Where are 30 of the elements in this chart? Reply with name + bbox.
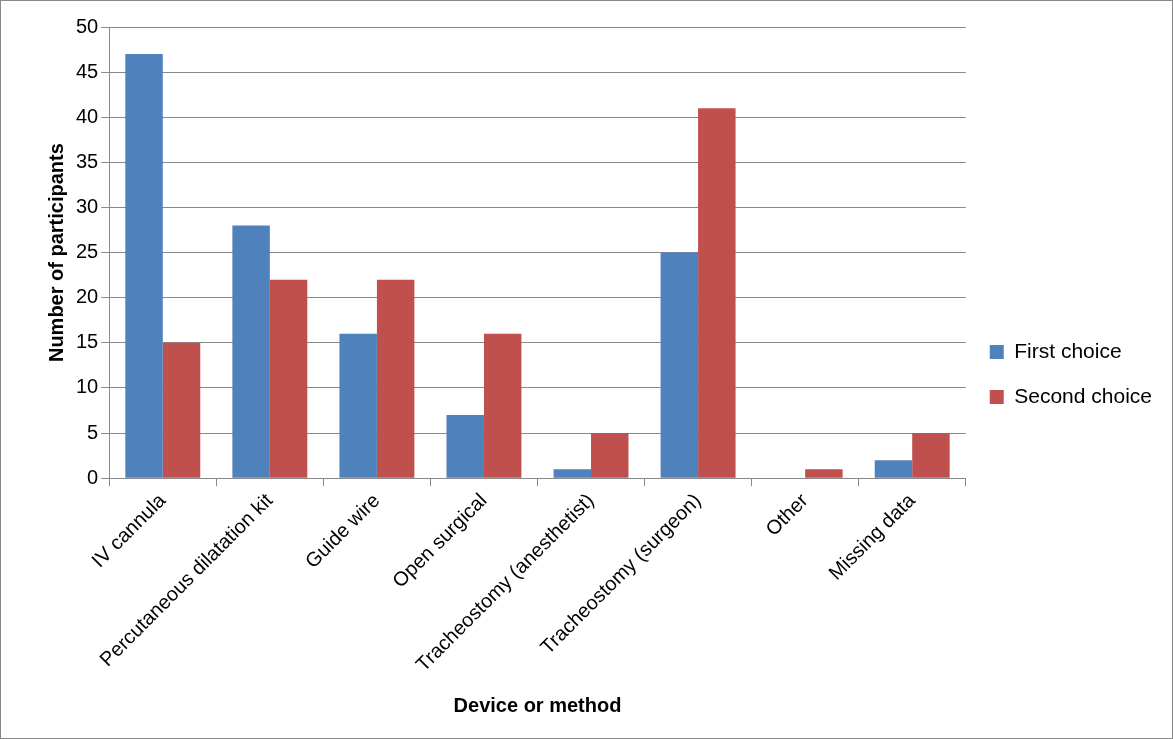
y-tick-label: 25 <box>76 240 99 263</box>
bar <box>446 415 484 478</box>
bar <box>483 333 522 478</box>
y-tick-label: 15 <box>76 330 99 353</box>
bar <box>912 433 950 478</box>
y-tick-label: 10 <box>76 375 99 398</box>
bar <box>269 279 308 478</box>
x-axis-title: Device or method <box>453 693 622 716</box>
y-tick-label: 20 <box>76 285 99 308</box>
bar <box>339 333 377 478</box>
bar <box>376 279 415 478</box>
bar <box>874 460 913 478</box>
bar <box>162 342 201 478</box>
y-tick-label: 30 <box>76 195 99 217</box>
y-tick-label: 40 <box>76 104 99 127</box>
bar <box>591 433 629 478</box>
y-tick-label: 5 <box>87 420 99 443</box>
bar <box>805 469 843 478</box>
legend-label: Second choice <box>1014 383 1152 407</box>
bar <box>660 252 699 478</box>
bar <box>553 469 592 478</box>
legend-label: First choice <box>1014 338 1122 362</box>
bar <box>698 108 736 478</box>
bar <box>232 225 270 478</box>
y-axis-title: Number of participants <box>44 143 67 363</box>
y-tick-label: 45 <box>76 59 99 82</box>
y-tick-label: 50 <box>76 14 99 37</box>
y-tick-label: 35 <box>76 149 99 172</box>
y-tick-label: 0 <box>87 465 99 488</box>
bar <box>125 54 163 478</box>
